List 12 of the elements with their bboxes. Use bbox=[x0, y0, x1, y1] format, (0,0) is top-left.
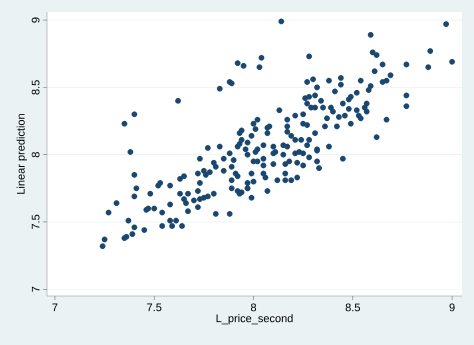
x-tick-label: 8 bbox=[250, 304, 256, 312]
y-tick-label: 9 bbox=[32, 18, 40, 23]
y-tick-label: 7 bbox=[32, 286, 40, 292]
x-tick-label: 7.5 bbox=[147, 304, 162, 312]
x-axis-title: L_price_second bbox=[216, 314, 293, 324]
x-tick-label: 8.5 bbox=[346, 304, 360, 312]
y-tick-label: 7.5 bbox=[32, 214, 40, 230]
y-tick-label: 8 bbox=[32, 152, 40, 158]
x-tick-label: 7 bbox=[52, 304, 58, 312]
x-tick-label: 9 bbox=[450, 304, 455, 312]
y-axis-title: Linear prediction bbox=[16, 114, 27, 194]
y-tick-label: 8.5 bbox=[32, 80, 40, 95]
